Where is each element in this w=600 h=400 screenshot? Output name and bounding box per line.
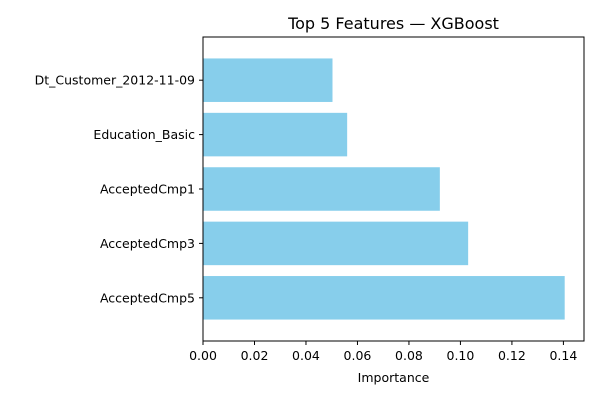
y-tick-label: AcceptedCmp5 <box>100 290 195 305</box>
bar-dt-customer-2012-11-09 <box>203 58 333 102</box>
y-tick-label: Education_Basic <box>93 127 195 142</box>
bars-group <box>203 58 565 320</box>
bar-acceptedcmp1 <box>203 167 440 211</box>
x-tick-label: 0.02 <box>241 348 269 363</box>
chart-title: Top 5 Features — XGBoost <box>287 14 499 33</box>
x-axis-ticks: 0.00 0.02 0.04 0.06 0.08 0.10 0.12 0.14 <box>189 341 577 363</box>
x-tick-label: 0.12 <box>498 348 526 363</box>
x-tick-label: 0.14 <box>549 348 577 363</box>
y-tick-label: Dt_Customer_2012-11-09 <box>35 73 195 88</box>
plot-area-frame <box>202 36 585 342</box>
y-tick-label: AcceptedCmp1 <box>100 182 195 197</box>
bar-acceptedcmp3 <box>203 221 469 266</box>
x-tick-label: 0.08 <box>395 348 423 363</box>
bar-education-basic <box>203 112 348 157</box>
y-axis-ticks: AcceptedCmp5 AcceptedCmp3 AcceptedCmp1 Educ… <box>35 73 203 305</box>
x-tick-label: 0.00 <box>189 348 217 363</box>
y-tick-label: AcceptedCmp3 <box>100 236 195 251</box>
x-tick-label: 0.04 <box>292 348 320 363</box>
x-tick-label: 0.06 <box>344 348 372 363</box>
x-tick-label: 0.10 <box>447 348 475 363</box>
x-axis-label: Importance <box>358 370 430 385</box>
bar-acceptedcmp5 <box>203 276 565 320</box>
